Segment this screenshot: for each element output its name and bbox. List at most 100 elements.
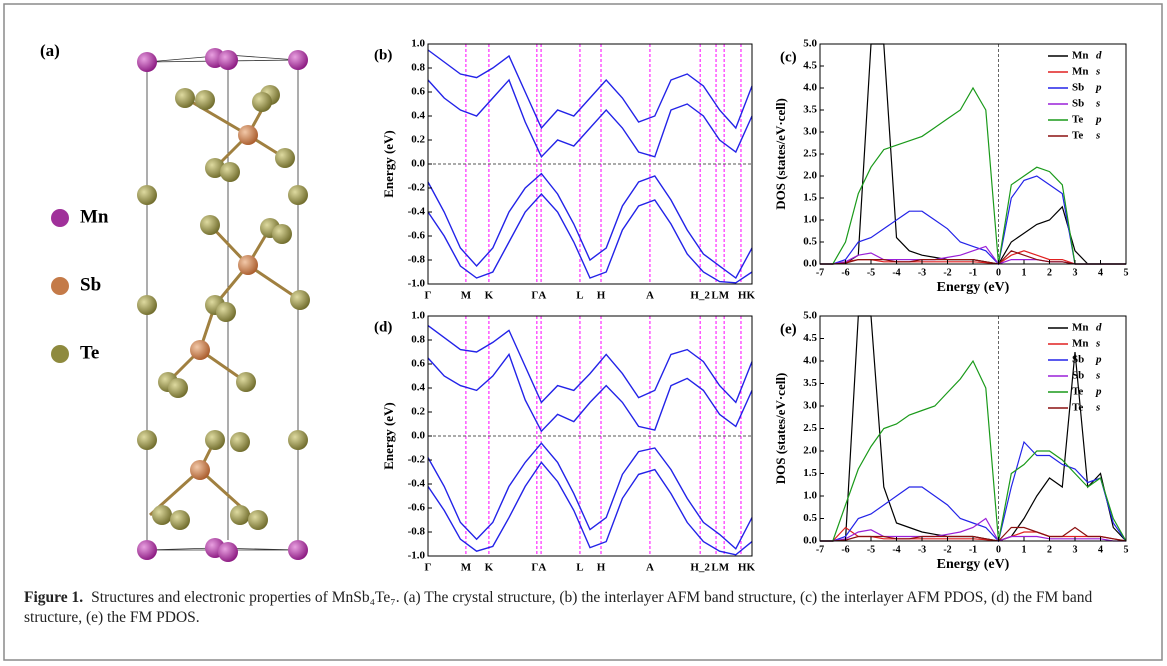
k-point-label: L	[576, 562, 583, 574]
y-tick-label: -1.0	[408, 550, 426, 562]
legend-element: Te	[1072, 114, 1083, 126]
band-line	[428, 174, 752, 278]
band-line	[428, 354, 752, 431]
x-tick-label: -6	[841, 267, 849, 278]
legend-element: Sb	[1072, 354, 1084, 366]
x-axis-label: Energy (eV)	[937, 557, 1010, 572]
y-tick-label: -0.6	[408, 502, 426, 514]
x-tick-label: -7	[816, 544, 824, 555]
k-point-label: HK	[738, 562, 756, 574]
legend-label: Mn	[80, 206, 109, 227]
y-tick-label: 0.8	[411, 334, 425, 346]
y-tick-label: 0.2	[411, 406, 425, 418]
y-tick-label: 1.5	[803, 467, 817, 479]
x-tick-label: 5	[1124, 544, 1129, 555]
y-tick-label: 0.6	[411, 86, 425, 98]
y-tick-label: 1.5	[803, 192, 817, 204]
k-point-label: Γ	[425, 290, 432, 302]
y-tick-label: 0.6	[411, 358, 425, 370]
x-tick-label: -2	[943, 267, 951, 278]
x-tick-label: -3	[918, 267, 926, 278]
y-tick-label: -0.4	[408, 206, 426, 218]
y-tick-label: 3.0	[803, 400, 817, 412]
x-tick-label: 3	[1073, 267, 1078, 278]
x-axis-label: Energy (eV)	[937, 280, 1010, 295]
legend-orbital: s	[1095, 402, 1100, 414]
x-tick-label: 4	[1098, 544, 1103, 555]
y-tick-label: 4.5	[803, 332, 817, 344]
legend-element: Te	[1072, 130, 1083, 142]
legend-swatch	[51, 345, 69, 363]
k-point-label: Γ	[425, 562, 432, 574]
panel-label: (a)	[40, 41, 60, 60]
x-tick-label: 5	[1124, 267, 1129, 278]
x-tick-label: -1	[969, 544, 977, 555]
k-point-label: H_2	[690, 562, 710, 574]
legend-orbital: p	[1095, 354, 1102, 366]
x-tick-label: -6	[841, 544, 849, 555]
band-line	[428, 462, 752, 554]
plot-frame	[820, 316, 1126, 541]
x-tick-label: -4	[892, 267, 900, 278]
k-point-label: L	[576, 290, 583, 302]
x-tick-label: 1	[1022, 267, 1027, 278]
y-tick-label: 0.4	[411, 110, 425, 122]
legend-element: Mn	[1072, 322, 1089, 334]
x-tick-label: 3	[1073, 544, 1078, 555]
y-tick-label: 3.5	[803, 104, 817, 116]
x-tick-label: 2	[1047, 267, 1052, 278]
k-point-label: ΓA	[531, 562, 546, 574]
y-axis-label: Energy (eV)	[381, 130, 396, 198]
y-tick-label: 5.0	[803, 38, 817, 50]
y-tick-label: 0.2	[411, 134, 425, 146]
x-tick-label: 1	[1022, 544, 1027, 555]
y-tick-label: -0.2	[408, 454, 426, 466]
x-tick-label: -5	[867, 544, 875, 555]
y-tick-label: 4.0	[803, 355, 817, 367]
y-tick-label: 0.4	[411, 382, 425, 394]
page: (a) Mn Sb Te -1.0 -0.8 -0.6 -0.4 -0.2 0.0 0.2 0.4 0…	[0, 0, 1167, 666]
figure: (a) Mn Sb Te -1.0 -0.8 -0.6 -0.4 -0.2 0.0 0.2 0.4 0…	[0, 0, 1167, 666]
y-tick-label: 0.0	[411, 158, 425, 170]
band-line	[428, 80, 752, 157]
dos-line	[820, 316, 1126, 541]
k-point-label: LM	[711, 562, 729, 574]
k-point-label: HK	[738, 290, 756, 302]
y-tick-label: 2.0	[803, 445, 817, 457]
legend-orbital: d	[1096, 322, 1102, 334]
y-tick-label: 0.8	[411, 62, 425, 74]
legend-swatch	[51, 209, 69, 227]
y-tick-label: 1.0	[803, 490, 817, 502]
y-tick-label: -0.8	[408, 254, 426, 266]
legend-swatch	[51, 277, 69, 295]
y-tick-label: 5.0	[803, 310, 817, 322]
y-tick-label: 4.0	[803, 82, 817, 94]
y-tick-label: -0.8	[408, 526, 426, 538]
x-tick-label: -4	[892, 544, 900, 555]
band-line	[428, 194, 752, 283]
legend-element: Mn	[1072, 66, 1089, 78]
legend-orbital: d	[1096, 50, 1102, 62]
legend-orbital: p	[1095, 114, 1102, 126]
legend-orbital: s	[1095, 66, 1100, 78]
x-tick-label: -5	[867, 267, 875, 278]
legend-element: Sb	[1072, 82, 1084, 94]
y-tick-label: 1.0	[803, 214, 817, 226]
x-tick-label: -2	[943, 544, 951, 555]
k-point-label: M	[461, 562, 472, 574]
y-tick-label: 1.0	[411, 38, 425, 50]
x-tick-label: 0	[996, 267, 1001, 278]
y-tick-label: -0.2	[408, 182, 426, 194]
k-point-label: A	[646, 290, 654, 302]
y-tick-label: -1.0	[408, 278, 426, 290]
x-tick-label: 0	[996, 544, 1001, 555]
y-tick-label: 2.0	[803, 170, 817, 182]
k-point-label: K	[485, 290, 494, 302]
k-point-label: H_2	[690, 290, 710, 302]
y-tick-label: 0.5	[803, 512, 817, 524]
k-point-label: ΓA	[531, 290, 546, 302]
k-point-label: K	[485, 562, 494, 574]
y-axis-label: DOS (states/eV·cell)	[773, 373, 788, 485]
legend-orbital: s	[1095, 370, 1100, 382]
k-point-label: A	[646, 562, 654, 574]
